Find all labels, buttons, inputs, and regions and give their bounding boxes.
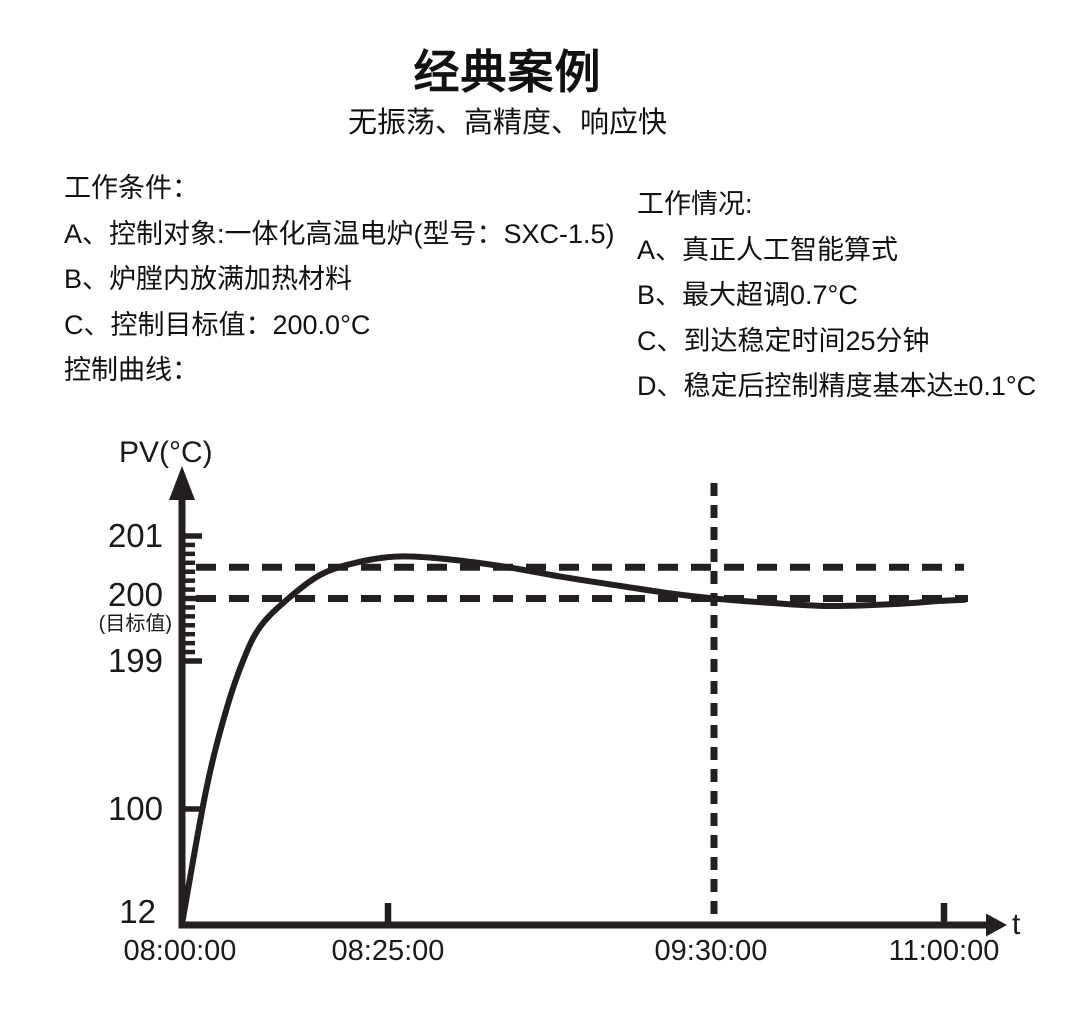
guide-lines	[196, 483, 968, 921]
y-tick-label-12: 12	[119, 893, 156, 930]
working-conditions-block: 工作条件： A、控制对象:一体化高温电炉(型号：SXC-1.5) B、炉膛内放满…	[64, 166, 615, 394]
y-tick-label-200: 200	[108, 576, 163, 613]
y-tick-label-100: 100	[108, 790, 163, 827]
target-value-label: (目标值)	[99, 612, 172, 635]
x-axis-arrow-icon	[986, 913, 1007, 937]
y-axis-arrow-icon	[169, 466, 195, 500]
performance-item-d: D、稳定后控制精度基本达±0.1°C	[637, 371, 1037, 401]
x-tick-label-1100: 11:00:00	[889, 935, 1000, 967]
page-title: 经典案例	[413, 46, 602, 98]
working-performance-block: 工作情况: A、真正人工智能算式 B、最大超调0.7°C C、到达稳定时间25分…	[637, 182, 1036, 410]
working-conditions-heading: 工作条件：	[64, 173, 199, 203]
x-tick-label-0930: 09:30:00	[655, 935, 768, 967]
x-tick-label-0800: 08:00:00	[124, 935, 237, 967]
x-tick-label-0825: 08:25:00	[332, 935, 445, 967]
x-axis-title: t	[1012, 908, 1021, 941]
performance-item-a: A、真正人工智能算式	[637, 234, 899, 265]
page-subtitle: 无振荡、高精度、响应快	[347, 107, 667, 139]
performance-item-c: C、到达稳定时间25分钟	[637, 325, 930, 356]
pv-curve	[179, 553, 968, 927]
control-curve-label: 控制曲线：	[64, 355, 199, 385]
condition-item-c: C、控制目标值：200.0°C	[64, 309, 371, 340]
performance-item-b: B、最大超调0.7°C	[637, 280, 858, 310]
y-axis-ticks	[183, 533, 202, 812]
y-tick-label-201: 201	[108, 517, 163, 554]
working-performance-heading: 工作情况:	[637, 189, 753, 219]
y-axis-title: PV(°C)	[119, 436, 213, 469]
condition-item-a: A、控制对象:一体化高温电炉(型号：SXC-1.5)	[64, 218, 615, 249]
condition-item-b: B、炉膛内放满加热材料	[64, 264, 353, 294]
y-tick-label-199: 199	[108, 642, 163, 679]
x-axis-ticks	[384, 903, 948, 925]
